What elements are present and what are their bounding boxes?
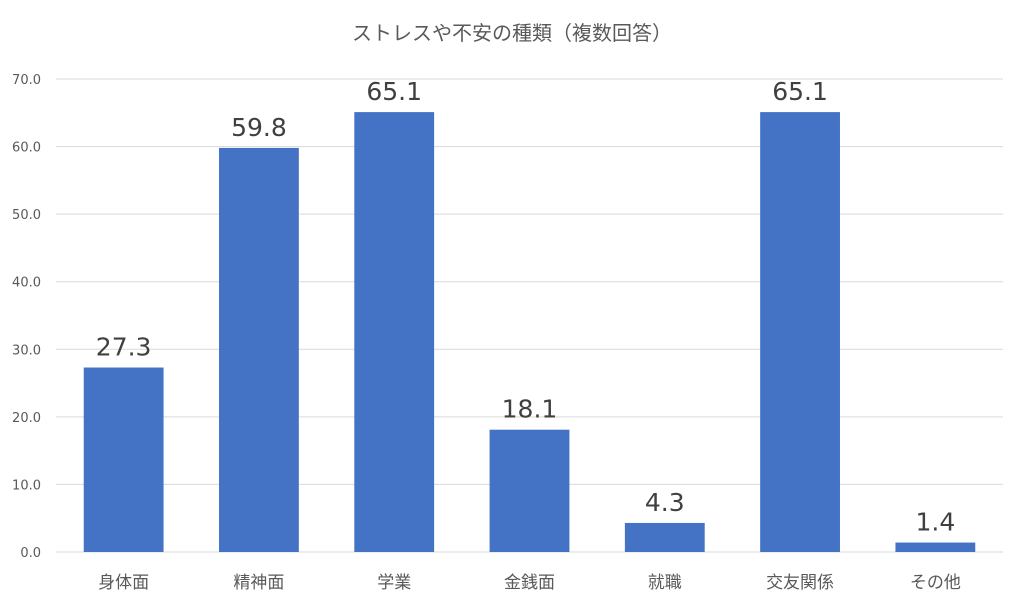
y-tick-label: 30.0 [12,343,41,358]
x-tick-label: その他 [910,573,961,593]
bar [354,112,435,553]
data-labels: 27.3 59.8 65.1 18.1 4.3 65.1 1.4 [96,77,955,536]
data-label: 59.8 [231,113,287,142]
bar [624,522,705,552]
x-tick-label: 交友関係 [766,573,834,593]
y-tick-label: 60.0 [12,141,41,156]
y-tick-label: 40.0 [12,276,41,291]
data-label: 18.1 [502,395,558,424]
bar [489,429,570,552]
data-label: 65.1 [366,77,422,106]
x-tick-label: 就職 [648,573,682,593]
data-label: 27.3 [96,333,152,362]
x-tick-label: 学業 [377,573,411,593]
y-tick-label: 0.0 [20,546,41,561]
x-tick-label: 精神面 [233,573,284,593]
x-tick-label: 金銭面 [504,573,555,593]
x-axis-ticks: 身体面 精神面 学業 金銭面 就職 交友関係 その他 [98,573,961,593]
bar [760,112,840,553]
bar [219,147,299,552]
bars [83,112,976,553]
y-axis-ticks: 0.0 10.0 20.0 30.0 40.0 50.0 60.0 70.0 [12,73,41,561]
data-label: 65.1 [772,77,828,106]
data-label: 1.4 [915,508,955,537]
gridlines [56,78,1003,553]
bar [83,367,164,552]
y-tick-label: 10.0 [12,478,41,493]
y-tick-label: 50.0 [12,208,41,223]
x-tick-label: 身体面 [98,573,149,593]
y-tick-label: 70.0 [12,73,41,88]
bar [895,542,976,552]
data-label: 4.3 [645,488,685,517]
y-tick-label: 20.0 [12,411,41,426]
chart-title: ストレスや不安の種類（複数回答） [352,21,672,45]
